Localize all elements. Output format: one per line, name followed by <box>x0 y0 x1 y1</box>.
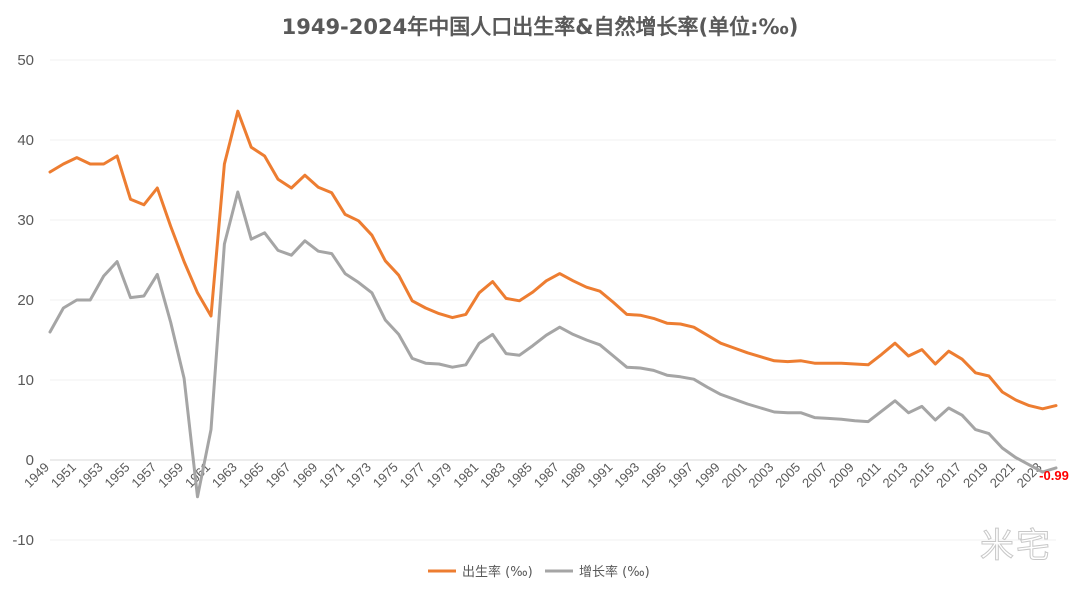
y-tick-label: 10 <box>17 372 34 389</box>
legend-label: 增长率 (‰) <box>579 564 650 580</box>
annotations: -0.99 <box>1039 468 1069 483</box>
y-tick-label: 50 <box>17 52 34 69</box>
legend-label: 出生率 (‰) <box>462 564 533 580</box>
y-axis-tick-labels: 50 40 30 20 10 0 -10 <box>12 52 34 549</box>
data-label-2024: -0.99 <box>1039 468 1069 483</box>
y-tick-label: 40 <box>17 132 34 149</box>
series-line-growth-rate <box>48 190 1058 499</box>
y-tick-label: -10 <box>12 532 34 549</box>
watermark-logo: 米宅 <box>980 526 1052 566</box>
series-line-birth-rate <box>48 109 1058 411</box>
gridlines <box>50 59 1056 541</box>
y-tick-label: 20 <box>17 292 34 309</box>
chart-title: 1949-2024年中国人口出生率&自然增长率(单位:‰) <box>282 15 799 39</box>
y-tick-label: 0 <box>26 452 34 469</box>
legend: 出生率 (‰) 增长率 (‰) <box>428 564 650 580</box>
series-lines <box>48 109 1058 499</box>
y-tick-label: 30 <box>17 212 34 229</box>
